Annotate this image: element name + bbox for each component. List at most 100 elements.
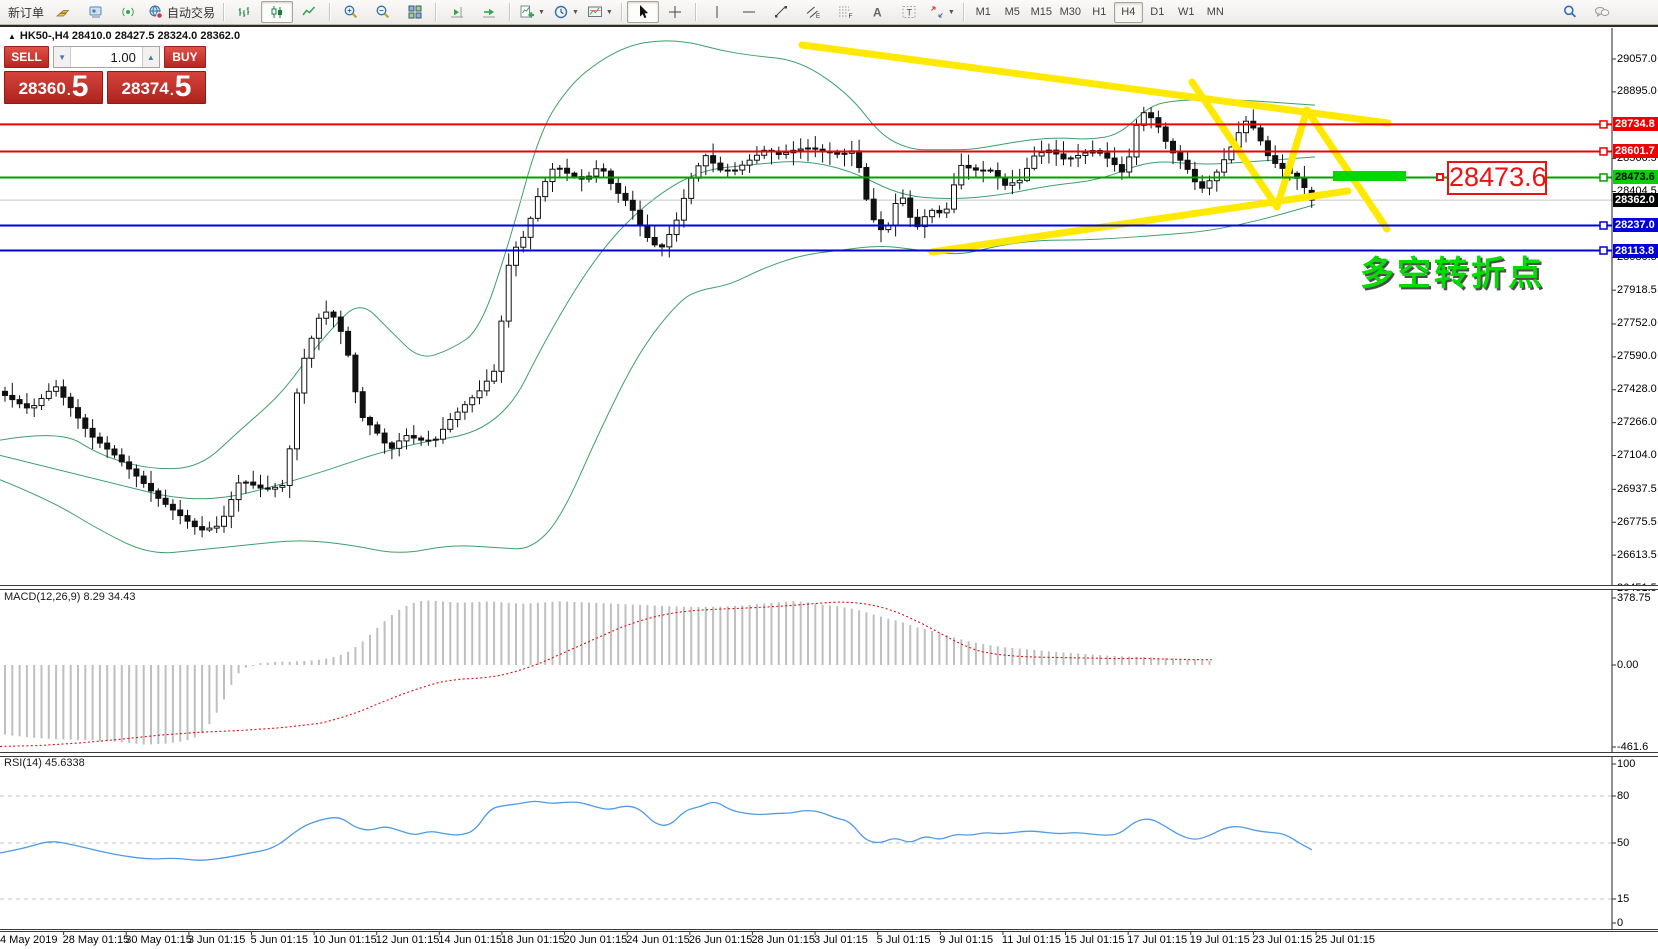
auto-scroll-button[interactable] bbox=[473, 1, 505, 23]
svg-text:F: F bbox=[848, 13, 852, 20]
price-tick-label: 27590.0 bbox=[1617, 350, 1657, 363]
sell-button[interactable]: SELL bbox=[4, 46, 50, 68]
time-tick-label: 5 Jun 01:15 bbox=[250, 934, 308, 946]
price-callout-box[interactable]: 28473.6 bbox=[1447, 161, 1547, 195]
bar-chart-button[interactable] bbox=[229, 1, 261, 23]
timeframe-button-m1[interactable]: M1 bbox=[975, 6, 991, 18]
vertical-line-button[interactable] bbox=[701, 1, 733, 23]
signal-icon[interactable] bbox=[112, 1, 144, 23]
text-button[interactable]: A bbox=[861, 1, 893, 23]
sell-price-panel[interactable]: 28360 . 5 bbox=[4, 71, 103, 104]
price-tick-label: 27428.0 bbox=[1617, 383, 1657, 396]
macd-tick-label: 0.00 bbox=[1617, 658, 1639, 671]
price-level-chip: 28734.8 bbox=[1613, 117, 1658, 132]
time-tick-label: 24 Jun 01:15 bbox=[626, 934, 690, 946]
toolbar-separator bbox=[329, 3, 332, 21]
caret-down-icon: ▼ bbox=[947, 8, 955, 16]
cursor-button[interactable] bbox=[626, 1, 659, 23]
pane-separator-rsi[interactable] bbox=[0, 752, 1658, 757]
timeframe-button-h1[interactable]: H1 bbox=[1092, 6, 1107, 18]
timeframe-button-w1[interactable]: W1 bbox=[1178, 6, 1195, 18]
tile-windows-button[interactable] bbox=[399, 1, 431, 23]
candle-chart-button[interactable] bbox=[261, 1, 294, 23]
arrows-button[interactable]: ▼ bbox=[925, 1, 959, 23]
collapse-triangle-icon[interactable]: ▲ bbox=[8, 32, 16, 41]
callout-handle[interactable] bbox=[1436, 173, 1444, 181]
caret-down-icon: ▼ bbox=[538, 8, 545, 16]
sell-price-dot: . bbox=[66, 82, 71, 98]
turning-point-annotation[interactable]: 多空转折点 bbox=[1360, 255, 1545, 293]
new-chart-button[interactable]: ▼ bbox=[515, 1, 549, 23]
pane-separator-time bbox=[0, 929, 1658, 932]
volume-value[interactable]: 1.00 bbox=[110, 49, 136, 65]
buy-price-panel[interactable]: 28374 . 5 bbox=[107, 71, 206, 104]
gold-icon[interactable] bbox=[48, 1, 80, 23]
label-button[interactable]: T bbox=[893, 1, 925, 23]
timeframe-button-m30[interactable]: M30 bbox=[1059, 6, 1081, 18]
macd-tick-label: 378.75 bbox=[1617, 591, 1651, 604]
rsi-tick-label: 50 bbox=[1617, 836, 1630, 849]
zoom-in-button[interactable] bbox=[335, 1, 367, 23]
price-tick-label: 27752.0 bbox=[1617, 317, 1657, 330]
channel-button[interactable]: E bbox=[797, 1, 829, 23]
price-tick-label: 26775.5 bbox=[1617, 515, 1657, 528]
symbol-ohlc-text: HK50-,H4 28410.0 28427.5 28324.0 28362.0 bbox=[19, 30, 241, 42]
volume-stepper[interactable]: ▼ 1.00 ▲ bbox=[53, 46, 160, 68]
price-level-chip: 28601.7 bbox=[1613, 144, 1658, 159]
price-level-chip: 28237.0 bbox=[1613, 218, 1658, 233]
time-tick-label: 14 Jun 01:15 bbox=[438, 934, 502, 946]
time-tick-label: 30 May 01:15 bbox=[125, 934, 192, 946]
chat-icon[interactable] bbox=[1586, 1, 1618, 23]
volume-down-button[interactable]: ▼ bbox=[54, 47, 72, 67]
trendline-button[interactable] bbox=[765, 1, 797, 23]
price-level-chip: 28113.8 bbox=[1613, 243, 1658, 258]
zoom-out-button[interactable] bbox=[367, 1, 399, 23]
buy-price-dot: . bbox=[169, 82, 174, 98]
pane-separator-macd[interactable] bbox=[0, 585, 1658, 590]
timeframe-button-d1[interactable]: D1 bbox=[1150, 6, 1165, 18]
horizontal-line-button[interactable] bbox=[733, 1, 765, 23]
buy-price-frac: 5 bbox=[174, 70, 192, 103]
time-tick-label: 18 Jun 01:15 bbox=[500, 934, 565, 946]
time-tick-label: 11 Jul 01:15 bbox=[1001, 934, 1062, 946]
buy-button[interactable]: BUY bbox=[163, 46, 206, 68]
rsi-tick-label: 15 bbox=[1617, 892, 1630, 905]
crosshair-button[interactable] bbox=[659, 1, 691, 23]
chart-shift-button[interactable] bbox=[441, 1, 473, 23]
toolbar-separator bbox=[509, 3, 512, 21]
terminal-icon[interactable] bbox=[80, 1, 112, 23]
sell-price-main: 28360 bbox=[18, 79, 66, 98]
toolbar-separator bbox=[694, 3, 697, 21]
search-icon[interactable] bbox=[1554, 1, 1586, 23]
timeframe-button-h4[interactable]: H4 bbox=[1113, 1, 1143, 23]
periods-button[interactable]: ▼ bbox=[549, 1, 583, 23]
toolbar-separator bbox=[435, 3, 438, 21]
toolbar: 新订单 自动交易 ▼ ▼ ▼ E F A T ▼ M1 M5 M15 M30 H1 H4 D1 W1 MN bbox=[0, 0, 1658, 25]
fibonacci-button[interactable]: F bbox=[829, 1, 861, 23]
price-level-chip: 28362.0 bbox=[1613, 193, 1658, 208]
window-frame-line bbox=[0, 25, 1658, 27]
time-tick-label: 23 Jul 01:15 bbox=[1252, 934, 1313, 946]
price-tick-label: 28895.0 bbox=[1617, 85, 1657, 98]
rsi-tick-label: 100 bbox=[1617, 757, 1636, 770]
timeframe-button-m5[interactable]: M5 bbox=[1004, 6, 1020, 18]
new-order-button[interactable]: 新订单 bbox=[4, 1, 48, 23]
price-tick-label: 27266.0 bbox=[1617, 416, 1657, 429]
caret-down-icon: ▼ bbox=[605, 8, 613, 16]
timeframe-button-mn[interactable]: MN bbox=[1206, 6, 1224, 18]
time-tick-label: 12 Jun 01:15 bbox=[375, 934, 440, 946]
price-level-chip: 28473.6 bbox=[1613, 170, 1658, 185]
timeframe-button-m15[interactable]: M15 bbox=[1030, 6, 1052, 18]
line-chart-button[interactable] bbox=[293, 1, 325, 23]
autotrade-button[interactable]: 自动交易 bbox=[144, 1, 219, 23]
templates-button[interactable]: ▼ bbox=[583, 1, 617, 23]
time-tick-label: 5 Jul 01:15 bbox=[876, 934, 931, 946]
time-tick-label: 15 Jul 01:15 bbox=[1064, 934, 1125, 946]
highlight-zone[interactable] bbox=[1333, 171, 1406, 181]
volume-up-button[interactable]: ▲ bbox=[141, 47, 159, 67]
caret-down-icon: ▼ bbox=[571, 8, 579, 16]
rsi-label: RSI(14) 45.6338 bbox=[4, 757, 85, 769]
rsi-tick-label: 80 bbox=[1617, 789, 1630, 802]
